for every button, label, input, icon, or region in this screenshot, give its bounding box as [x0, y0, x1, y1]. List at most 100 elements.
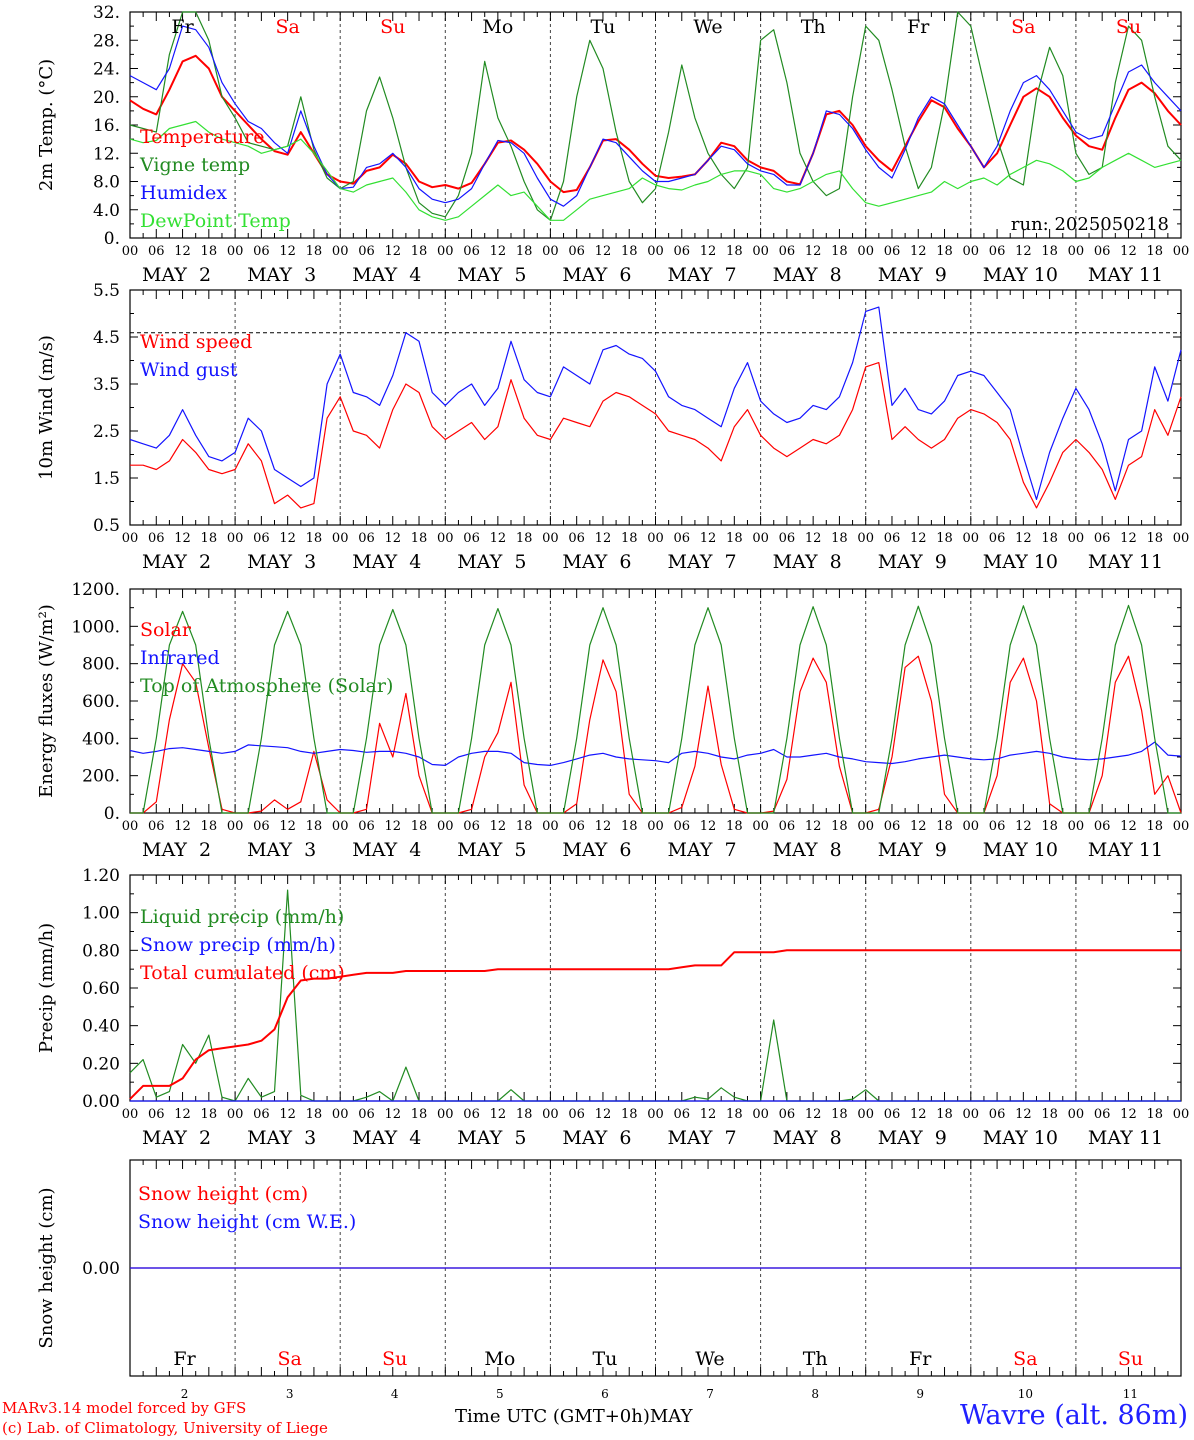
day-number-label: 4: [391, 1387, 399, 1401]
hour-label: 12: [384, 1107, 401, 1122]
series-line: [129, 25, 1182, 207]
weekday-label: Fr: [171, 16, 194, 38]
legend-entry: Total cumulated (cm): [140, 962, 345, 984]
hour-label: 06: [989, 1107, 1006, 1122]
y-tick-label: 12.: [93, 144, 120, 164]
date-label: MAY 11: [1088, 264, 1163, 286]
hour-label: 06: [1094, 531, 1111, 546]
hour-label: 00: [752, 819, 769, 834]
hour-label: 18: [1041, 531, 1058, 546]
hour-label: 12: [910, 531, 927, 546]
hour-label: 00: [857, 531, 874, 546]
date-label: MAY 7: [668, 551, 737, 573]
hour-label: 06: [884, 531, 901, 546]
hour-label: 00: [647, 1107, 664, 1122]
y-tick-label: 600.: [82, 692, 120, 712]
run-annotation: run: 2025050218: [1011, 214, 1169, 235]
date-label: MAY 6: [562, 551, 631, 573]
hour-label: 12: [1120, 531, 1137, 546]
weekday-label: We: [693, 16, 722, 38]
hour-label: 00: [542, 1107, 559, 1122]
hour-label: 12: [700, 531, 717, 546]
date-label: MAY 3: [247, 551, 316, 573]
hour-label: 00: [963, 1107, 980, 1122]
hour-label: 12: [595, 819, 612, 834]
hour-label: 12: [595, 1107, 612, 1122]
hour-label: 18: [1146, 531, 1163, 546]
weekday-label: Su: [382, 1348, 407, 1370]
hour-label: 12: [1015, 244, 1032, 259]
hour-label: 00: [963, 531, 980, 546]
hour-label: 18: [936, 819, 953, 834]
y-tick-label: 4.0: [93, 201, 120, 221]
hour-label: 06: [358, 531, 375, 546]
hour-label: 12: [1120, 819, 1137, 834]
hour-label: 12: [805, 244, 822, 259]
hour-label: 06: [989, 819, 1006, 834]
hour-label: 18: [516, 244, 533, 259]
weekday-label: Sa: [1013, 1348, 1037, 1370]
hour-label: 18: [306, 1107, 323, 1122]
hour-label: 18: [1146, 244, 1163, 259]
hour-label: 06: [1094, 244, 1111, 259]
weekday-label: Sa: [277, 1348, 301, 1370]
date-label: MAY 9: [878, 1127, 947, 1149]
date-label: MAY 5: [457, 264, 526, 286]
legend-entry: Vigne temp: [139, 154, 250, 176]
hour-label: 18: [306, 531, 323, 546]
hour-label: 12: [490, 819, 507, 834]
hour-label: 00: [332, 244, 349, 259]
weekday-label: Tu: [592, 1348, 617, 1370]
hour-label: 18: [516, 819, 533, 834]
hour-label: 00: [542, 244, 559, 259]
hour-label: 12: [490, 244, 507, 259]
x-axis-title: Time UTC (GMT+0h)MAY: [455, 1406, 693, 1427]
hour-label: 06: [779, 1107, 796, 1122]
hour-label: 18: [306, 819, 323, 834]
legend-entry: Temperature: [140, 126, 264, 148]
day-number-label: 8: [811, 1387, 819, 1401]
day-number-label: 11: [1123, 1387, 1138, 1401]
hour-label: 00: [963, 244, 980, 259]
hour-label: 18: [936, 531, 953, 546]
hour-label: 00: [122, 244, 139, 259]
series-line: [129, 120, 1182, 221]
hour-label: 18: [621, 244, 638, 259]
hour-label: 12: [279, 244, 296, 259]
hour-label: 12: [384, 244, 401, 259]
legend-entry: Wind gust: [140, 359, 238, 381]
station-name: Wavre (alt. 86m): [960, 1400, 1188, 1431]
day-number-label: 2: [181, 1387, 189, 1401]
date-label: MAY 4: [352, 551, 421, 573]
hour-label: 18: [726, 819, 743, 834]
hour-label: 12: [174, 531, 191, 546]
hour-label: 12: [805, 819, 822, 834]
hour-label: 06: [253, 819, 270, 834]
y-tick-label: 20.: [93, 88, 120, 108]
legend-entry: Humidex: [140, 182, 227, 204]
hour-label: 00: [542, 819, 559, 834]
hour-label: 00: [437, 531, 454, 546]
legend-entry: DewPoint Temp: [140, 210, 291, 232]
hour-label: 12: [805, 1107, 822, 1122]
hour-label: 00: [752, 531, 769, 546]
hour-label: 06: [779, 819, 796, 834]
hour-label: 00: [1173, 244, 1190, 259]
hour-label: 18: [726, 531, 743, 546]
y-tick-label: 1.5: [93, 469, 120, 489]
date-label: MAY 7: [668, 1127, 737, 1149]
hour-label: 12: [1015, 819, 1032, 834]
hour-label: 00: [647, 531, 664, 546]
hour-label: 18: [1041, 244, 1058, 259]
y-tick-label: 0.00: [82, 1092, 120, 1112]
date-label: MAY 9: [878, 551, 947, 573]
hour-label: 06: [568, 1107, 585, 1122]
hour-label: 12: [490, 1107, 507, 1122]
series-line: [129, 741, 1182, 767]
hour-label: 06: [148, 819, 165, 834]
hour-label: 18: [411, 819, 428, 834]
hour-label: 06: [674, 531, 691, 546]
y-tick-label: 0.: [104, 229, 120, 249]
plot-frame: [129, 588, 1182, 814]
legend-entry: Top of Atmosphere (Solar): [140, 675, 393, 697]
